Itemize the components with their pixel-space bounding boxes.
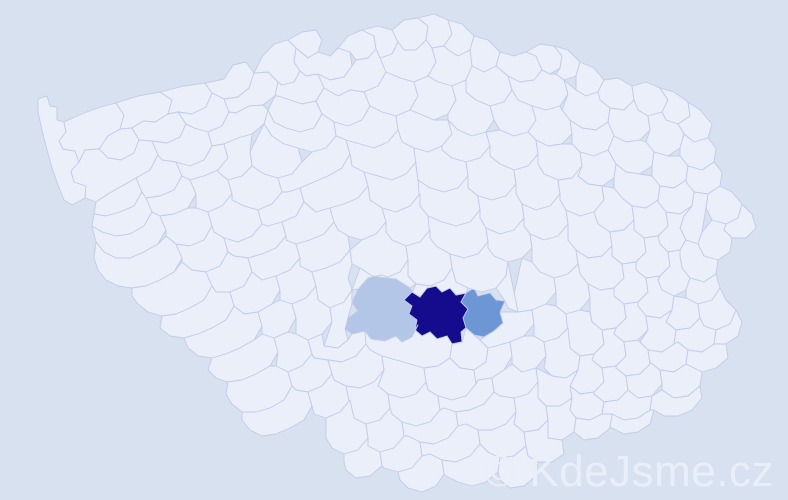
- district[interactable]: [610, 410, 654, 434]
- district[interactable]: [658, 250, 690, 296]
- district[interactable]: [258, 300, 296, 338]
- district[interactable]: [386, 260, 416, 288]
- district[interactable]: [528, 106, 572, 146]
- district[interactable]: [412, 268, 468, 297]
- district[interactable]: [510, 336, 546, 372]
- district-layer: [38, 14, 756, 492]
- district[interactable]: [208, 334, 278, 382]
- watermark: © KdeJsme.cz: [484, 450, 774, 494]
- district[interactable]: [324, 290, 352, 348]
- district[interactable]: [498, 446, 538, 488]
- district[interactable]: [94, 236, 182, 288]
- watermark-text: KdeJsme.cz: [529, 447, 774, 496]
- copyright-icon: ©: [483, 447, 517, 496]
